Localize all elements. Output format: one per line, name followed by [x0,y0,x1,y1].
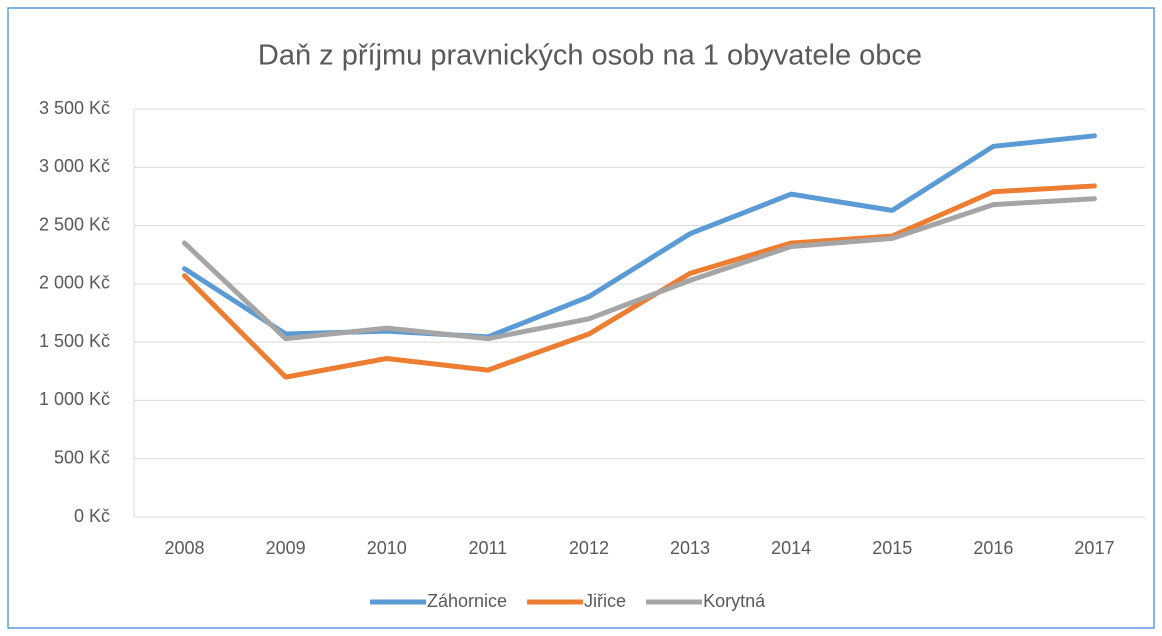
x-tick-label: 2016 [973,538,1013,558]
chart-title: Daň z příjmu pravnických osob na 1 obyva… [258,40,922,72]
y-tick-label: 3 500 Kč [39,98,110,118]
y-tick-label: 1 000 Kč [39,389,110,409]
legend-label: Korytná [703,591,766,611]
series-line [182,196,1097,342]
x-tick-label: 2010 [367,538,407,558]
y-tick-label: 0 Kč [74,506,110,526]
x-tick-label: 2014 [771,538,811,558]
x-tick-label: 2011 [468,538,507,558]
y-tick-label: 1 500 Kč [39,331,110,351]
x-tick-label: 2009 [266,538,306,558]
series-line [182,183,1097,380]
x-tick-label: 2013 [670,538,710,558]
legend-label: Jiřice [584,591,626,611]
x-tick-label: 2012 [569,538,609,558]
x-tick-label: 2008 [165,538,205,558]
y-tick-label: 500 Kč [54,447,110,467]
x-tick-label: 2017 [1074,538,1114,558]
y-tick-label: 3 000 Kč [39,156,110,176]
y-tick-label: 2 500 Kč [39,214,110,234]
legend-label: Záhornice [427,591,507,611]
y-tick-label: 2 000 Kč [39,273,110,293]
x-tick-label: 2015 [872,538,912,558]
